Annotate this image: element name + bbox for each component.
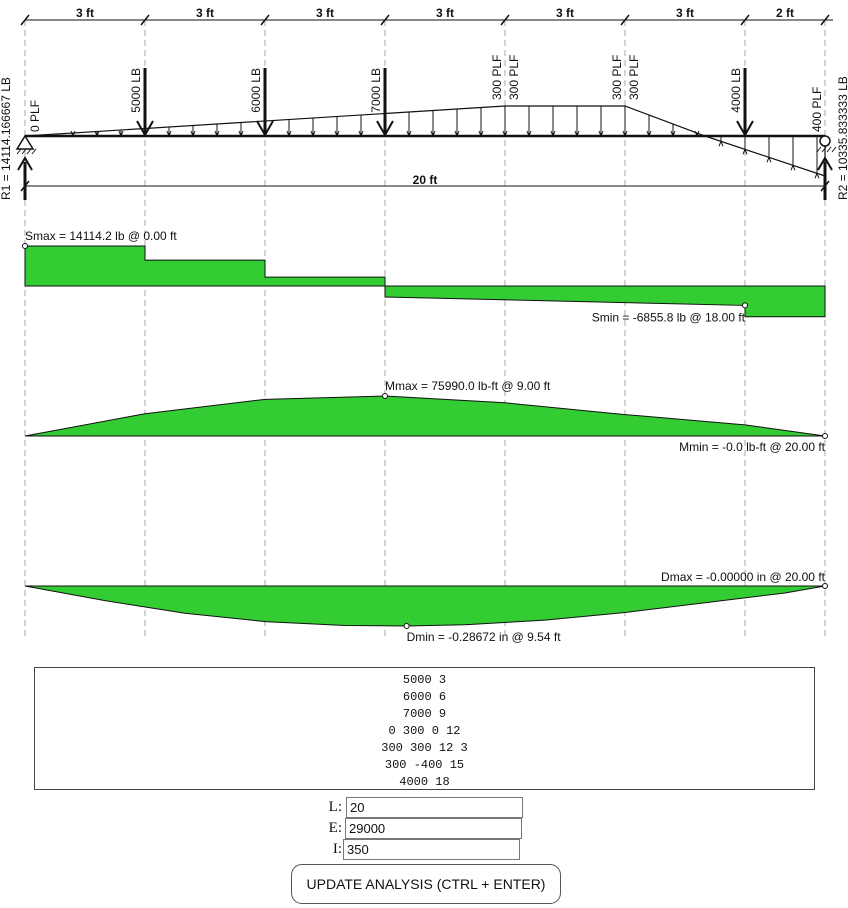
distributed-load-label: 300 PLF	[490, 55, 504, 100]
distributed-load-label: 0 PLF	[28, 100, 42, 132]
beam-analysis-diagram: 3 ft 3 ft 3 ft 3 ft 3 ft 3 ft 2 ft 20 ft 5000 LB…	[0, 6, 848, 644]
support-hatch	[16, 148, 22, 155]
deflection-min-marker	[403, 623, 410, 629]
point-load-label: 5000 LB	[129, 68, 143, 113]
segment-length-label: 3 ft	[556, 6, 574, 20]
support-hatch	[26, 148, 32, 155]
load-arrow-head	[814, 171, 820, 179]
load-line: 6000 6	[402, 690, 447, 704]
point-load-label: 6000 LB	[249, 68, 263, 113]
load-line: 5000 3	[402, 673, 447, 687]
param-row-L: L:	[0, 797, 848, 818]
loads-input-box[interactable]: 5000 3 6000 6 7000 9 0 300 0 12 300 300 12 3…	[34, 667, 815, 790]
load-line: 4000 18	[399, 775, 450, 789]
segment-length-label: 3 ft	[316, 6, 334, 20]
shear-min-marker	[742, 302, 748, 309]
load-arrow-head	[718, 139, 724, 147]
moment-min-label: Mmin = -0.0 lb-ft @ 20.00 ft	[679, 440, 826, 454]
dimension-tick	[820, 14, 830, 26]
support-hatch	[821, 146, 827, 153]
deflection-max-label: Dmax = -0.00000 in @ 20.00 ft	[661, 570, 826, 584]
reaction-arrowhead	[817, 156, 833, 171]
pin-support-icon	[15, 134, 35, 150]
moment-max-marker	[382, 393, 388, 399]
input-L[interactable]	[346, 797, 523, 818]
segment-length-label: 3 ft	[676, 6, 694, 20]
shear-max-label: Smax = 14114.2 lb @ 0.00 ft	[25, 229, 177, 243]
param-row-I: I:	[0, 839, 848, 860]
dimension-tick	[500, 14, 510, 26]
point-load-arrowhead	[376, 120, 394, 138]
point-load-arrowhead	[136, 120, 154, 138]
segment-length-label: 2 ft	[776, 6, 794, 20]
reaction-label: R2 = 10335.833333 LB	[836, 76, 848, 200]
input-I[interactable]	[343, 839, 520, 860]
distributed-load-label: 300 PLF	[610, 55, 624, 100]
load-arrow-head	[790, 163, 796, 171]
support-hatch	[826, 146, 832, 153]
dimension-tick	[380, 14, 390, 26]
reaction-arrowhead	[17, 156, 33, 171]
param-row-E: E:	[0, 818, 848, 839]
support-hatch	[831, 146, 837, 153]
shear-min-label: Smin = -6855.8 lb @ 18.00 ft	[592, 310, 746, 324]
point-load-label: 4000 LB	[729, 68, 743, 113]
load-line: 300 -400 15	[384, 758, 465, 772]
support-hatch	[816, 146, 822, 153]
label-I: I:	[332, 841, 342, 857]
dimension-tick	[740, 14, 750, 26]
dimension-tick	[260, 14, 270, 26]
support-hatch	[31, 148, 37, 155]
deflection-max-marker	[822, 583, 828, 589]
dimension-tick	[140, 14, 150, 26]
load-line: 300 300 12 3	[381, 741, 468, 755]
moment-min-marker	[822, 433, 828, 439]
shear-max-marker	[22, 243, 28, 249]
update-analysis-button[interactable]: UPDATE ANALYSIS (CTRL + ENTER)	[291, 864, 561, 904]
distributed-load-label: 300 PLF	[507, 55, 521, 100]
moment-max-label: Mmax = 75990.0 lb-ft @ 9.00 ft	[385, 379, 551, 393]
input-E[interactable]	[345, 818, 522, 839]
moment-diagram-area	[24, 395, 826, 437]
load-line: 7000 9	[402, 707, 447, 721]
reaction-label: R1 = 14114.166667 LB	[0, 77, 13, 200]
distributed-load-label: 400 PLF	[810, 87, 824, 132]
point-load-arrowhead	[736, 120, 754, 138]
support-hatch	[21, 148, 27, 155]
segment-length-label: 3 ft	[196, 6, 214, 20]
point-load-arrowhead	[256, 120, 274, 138]
span-label: 20 ft	[413, 173, 438, 187]
label-L: L:	[328, 799, 342, 815]
load-line: 0 300 0 12	[388, 724, 461, 738]
deflection-min-label: Dmin = -0.28672 in @ 9.54 ft	[407, 630, 562, 644]
load-arrow-head	[766, 155, 772, 163]
shear-diagram-area	[24, 245, 826, 318]
dimension-tick	[20, 14, 30, 26]
distributed-load-label: 300 PLF	[627, 55, 641, 100]
label-E: E:	[328, 820, 342, 836]
deflection-diagram-area	[24, 585, 826, 627]
point-load-label: 7000 LB	[369, 68, 383, 113]
roller-support-icon	[819, 135, 831, 147]
load-arrow-head	[742, 147, 748, 155]
segment-length-label: 3 ft	[76, 6, 94, 20]
segment-length-label: 3 ft	[436, 6, 454, 20]
dimension-tick	[620, 14, 630, 26]
